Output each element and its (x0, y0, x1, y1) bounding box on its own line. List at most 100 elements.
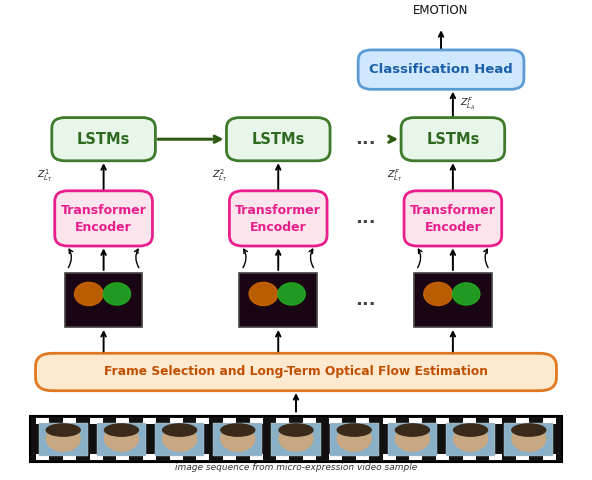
FancyBboxPatch shape (143, 418, 156, 424)
FancyBboxPatch shape (54, 191, 153, 246)
FancyBboxPatch shape (90, 418, 103, 424)
Ellipse shape (395, 423, 430, 437)
Text: Classification Head: Classification Head (369, 63, 513, 76)
Text: Transformer: Transformer (60, 204, 147, 217)
FancyBboxPatch shape (229, 191, 327, 246)
Ellipse shape (46, 423, 81, 437)
FancyBboxPatch shape (410, 418, 423, 424)
FancyBboxPatch shape (169, 418, 183, 424)
Text: image sequence from micro-expression video sample: image sequence from micro-expression vid… (175, 463, 417, 472)
Ellipse shape (511, 423, 546, 437)
Ellipse shape (162, 425, 197, 452)
Ellipse shape (511, 425, 546, 452)
Circle shape (278, 283, 305, 305)
FancyBboxPatch shape (504, 423, 554, 456)
FancyBboxPatch shape (63, 454, 76, 460)
FancyBboxPatch shape (223, 418, 236, 424)
Text: LSTMs: LSTMs (77, 132, 130, 147)
FancyBboxPatch shape (213, 423, 262, 456)
Ellipse shape (395, 425, 430, 452)
FancyBboxPatch shape (414, 274, 491, 326)
FancyBboxPatch shape (90, 454, 103, 460)
Text: $Z^2_{L_T}$: $Z^2_{L_T}$ (212, 168, 227, 184)
FancyBboxPatch shape (516, 454, 529, 460)
FancyBboxPatch shape (330, 423, 379, 456)
FancyBboxPatch shape (197, 418, 210, 424)
FancyBboxPatch shape (516, 418, 529, 424)
Text: Encoder: Encoder (75, 220, 132, 234)
FancyBboxPatch shape (155, 423, 204, 456)
FancyBboxPatch shape (463, 454, 476, 460)
Ellipse shape (220, 423, 256, 437)
Ellipse shape (336, 425, 372, 452)
Text: ...: ... (355, 291, 376, 309)
FancyBboxPatch shape (383, 454, 396, 460)
FancyBboxPatch shape (543, 454, 556, 460)
Ellipse shape (104, 423, 139, 437)
FancyBboxPatch shape (143, 454, 156, 460)
FancyBboxPatch shape (223, 454, 236, 460)
FancyBboxPatch shape (169, 454, 183, 460)
FancyBboxPatch shape (65, 274, 143, 326)
FancyBboxPatch shape (38, 423, 88, 456)
Text: Encoder: Encoder (424, 220, 481, 234)
FancyBboxPatch shape (329, 418, 342, 424)
FancyBboxPatch shape (404, 191, 502, 246)
Ellipse shape (162, 423, 197, 437)
FancyBboxPatch shape (436, 418, 449, 424)
FancyBboxPatch shape (303, 454, 316, 460)
FancyBboxPatch shape (543, 418, 556, 424)
FancyBboxPatch shape (401, 118, 504, 161)
Circle shape (424, 282, 452, 306)
Ellipse shape (220, 425, 256, 452)
Ellipse shape (453, 425, 488, 452)
Circle shape (249, 282, 278, 306)
FancyBboxPatch shape (37, 418, 50, 424)
Text: $Z^1_{L_T}$: $Z^1_{L_T}$ (37, 168, 53, 184)
FancyBboxPatch shape (358, 50, 524, 89)
Circle shape (75, 282, 103, 306)
FancyBboxPatch shape (250, 454, 263, 460)
FancyBboxPatch shape (356, 454, 369, 460)
Circle shape (103, 283, 131, 305)
FancyBboxPatch shape (52, 118, 155, 161)
FancyBboxPatch shape (37, 454, 50, 460)
FancyBboxPatch shape (97, 423, 146, 456)
Ellipse shape (336, 423, 372, 437)
FancyBboxPatch shape (36, 353, 556, 391)
FancyBboxPatch shape (197, 454, 210, 460)
Text: $Z^F_{L_A}$: $Z^F_{L_A}$ (460, 96, 475, 111)
Circle shape (452, 283, 480, 305)
Text: EMOTION: EMOTION (413, 4, 469, 17)
FancyBboxPatch shape (489, 418, 502, 424)
FancyBboxPatch shape (276, 418, 289, 424)
FancyBboxPatch shape (63, 418, 76, 424)
FancyBboxPatch shape (463, 418, 476, 424)
FancyBboxPatch shape (116, 454, 130, 460)
FancyBboxPatch shape (388, 423, 437, 456)
FancyBboxPatch shape (226, 118, 330, 161)
Ellipse shape (46, 425, 81, 452)
Text: ...: ... (355, 130, 376, 148)
Text: LSTMs: LSTMs (426, 132, 480, 147)
Text: Transformer: Transformer (410, 204, 496, 217)
Text: Frame Selection and Long-Term Optical Flow Estimation: Frame Selection and Long-Term Optical Fl… (104, 365, 488, 379)
FancyBboxPatch shape (489, 454, 502, 460)
FancyBboxPatch shape (116, 418, 130, 424)
FancyBboxPatch shape (250, 418, 263, 424)
FancyBboxPatch shape (329, 454, 342, 460)
Text: ...: ... (355, 209, 376, 228)
FancyBboxPatch shape (276, 454, 289, 460)
FancyBboxPatch shape (410, 454, 423, 460)
Ellipse shape (278, 423, 314, 437)
Text: $Z^F_{L_T}$: $Z^F_{L_T}$ (387, 168, 403, 184)
FancyBboxPatch shape (383, 418, 396, 424)
FancyBboxPatch shape (446, 423, 495, 456)
FancyBboxPatch shape (303, 418, 316, 424)
Ellipse shape (278, 425, 314, 452)
FancyBboxPatch shape (356, 418, 369, 424)
FancyBboxPatch shape (30, 416, 562, 462)
FancyBboxPatch shape (436, 454, 449, 460)
Ellipse shape (453, 423, 488, 437)
FancyBboxPatch shape (239, 274, 317, 326)
